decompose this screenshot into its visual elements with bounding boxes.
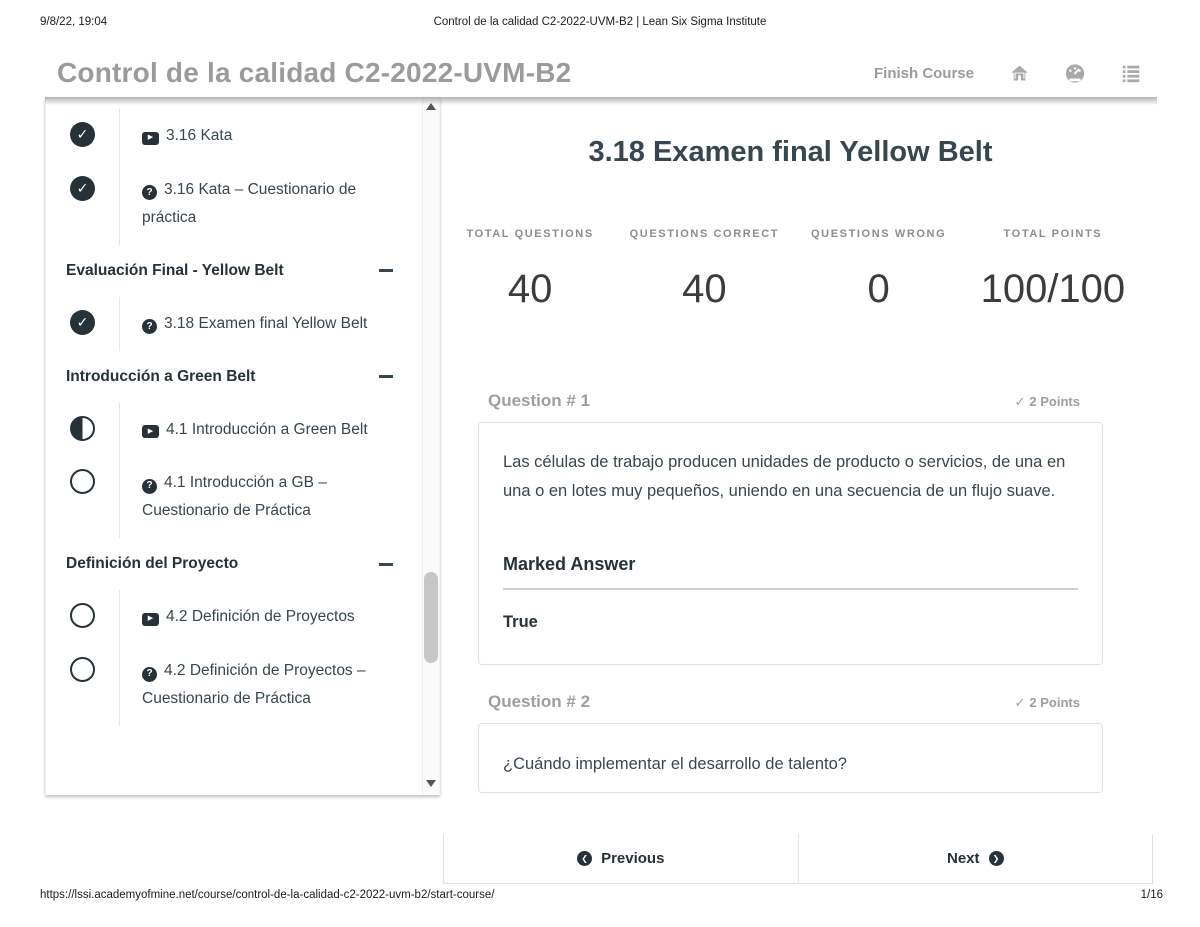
sidebar-item[interactable]: ✓ ▶ 3.16 Kata xyxy=(46,109,439,163)
question-icon: ? xyxy=(142,319,157,335)
previous-button[interactable]: ❮ Previous xyxy=(444,834,799,883)
question-text: ¿Cuándo implementar el desarrollo de tal… xyxy=(503,755,847,774)
question-card: ¿Cuándo implementar el desarrollo de tal… xyxy=(478,723,1103,794)
sidebar-section-header: Introducción a Green Belt xyxy=(46,351,439,403)
prev-arrow-icon: ❮ xyxy=(577,851,593,866)
sidebar-section-header: Evaluación Final - Yellow Belt xyxy=(46,245,439,297)
half-circle-icon xyxy=(70,415,95,441)
stat-value: 40 xyxy=(507,267,553,311)
empty-circle-icon xyxy=(70,469,95,495)
home-icon[interactable] xyxy=(1008,62,1030,84)
sidebar-item[interactable]: ? 4.2 Definición de Proyectos – Cuestiona… xyxy=(46,644,439,726)
question-icon: ? xyxy=(142,666,157,682)
minus-icon[interactable] xyxy=(379,269,393,273)
marked-answer-label: Marked Answer xyxy=(503,554,636,575)
stat: QUESTIONS WRONG 0 xyxy=(792,228,966,312)
scrollbar-thumb[interactable] xyxy=(424,572,438,663)
pager: ❮ Previous Next ❯ xyxy=(442,832,1154,884)
minus-icon[interactable] xyxy=(379,562,393,566)
question-icon: ? xyxy=(142,185,157,201)
sidebar-item[interactable]: ✓ ? 3.16 Kata – Cuestionario de práctica xyxy=(46,162,439,245)
stat-value: 0 xyxy=(867,267,890,311)
stat-value: 100/100 xyxy=(980,267,1126,311)
course-outline-list: ✓ ▶ 3.16 Kata ✓ ? 3.16 Kata – Cuestionario… xyxy=(46,97,439,795)
check-icon: ✓ xyxy=(1014,695,1026,711)
question-text: Las células de trabajo producen unidades… xyxy=(503,453,1066,500)
sidebar-scrollbar[interactable] xyxy=(422,97,439,795)
questions-list: Question # 1 ✓ 2 Points Las células de trab… xyxy=(478,391,1103,794)
empty-circle-icon xyxy=(70,603,95,629)
previous-label: Previous xyxy=(601,850,665,867)
stat-value: 40 xyxy=(682,267,727,311)
print-page-indicator: 1/16 xyxy=(1140,889,1163,901)
course-title: Control de la calidad C2-2022-UVM-B2 xyxy=(57,57,572,88)
finish-course-button[interactable]: Finish Course xyxy=(873,64,974,82)
answer-text: True xyxy=(503,613,538,632)
course-outline-sidebar: ✓ ▶ 3.16 Kata ✓ ? 3.16 Kata – Cuestionario… xyxy=(45,97,440,795)
question-header: Question # 2 ✓ 2 Points xyxy=(478,692,1103,712)
check-circle-icon: ✓ xyxy=(70,175,95,201)
sidebar-item[interactable]: ▶ 4.1 Introducción a Green Belt xyxy=(46,402,439,457)
scroll-down-icon[interactable] xyxy=(426,780,436,787)
stat-label: QUESTIONS WRONG xyxy=(811,228,947,240)
next-label: Next xyxy=(946,850,980,867)
sidebar-section-header: Definición del Proyecto xyxy=(46,538,439,590)
question-points: ✓ 2 Points xyxy=(1014,695,1080,711)
next-arrow-icon: ❯ xyxy=(988,851,1004,866)
list-icon[interactable] xyxy=(1120,62,1142,84)
check-circle-icon: ✓ xyxy=(70,309,95,335)
question-points: ✓ 2 Points xyxy=(1014,394,1080,409)
print-url: https://lssi.academyofmine.net/course/co… xyxy=(40,889,495,901)
question-card: Las células de trabajo producen unidades… xyxy=(478,422,1103,666)
question-number: Question # 2 xyxy=(488,692,591,712)
question-icon: ? xyxy=(142,478,157,494)
sidebar-item[interactable]: ✓ ? 3.18 Examen final Yellow Belt xyxy=(46,296,439,351)
sidebar-item[interactable]: ▶ 4.2 Definición de Proyectos xyxy=(46,590,439,645)
question-number: Question # 1 xyxy=(488,391,591,410)
video-icon: ▶ xyxy=(142,425,159,439)
scroll-up-icon[interactable] xyxy=(426,103,436,110)
marked-answer-divider xyxy=(503,588,1078,591)
stat-label: TOTAL QUESTIONS xyxy=(466,228,594,240)
minus-icon[interactable] xyxy=(379,375,393,379)
question-header: Question # 1 ✓ 2 Points xyxy=(478,391,1103,411)
video-icon: ▶ xyxy=(142,613,159,627)
quiz-title: 3.18 Examen final Yellow Belt xyxy=(588,136,993,168)
stat-label: QUESTIONS CORRECT xyxy=(629,228,780,240)
check-circle-icon: ✓ xyxy=(70,122,95,147)
sidebar-item[interactable]: ? 4.1 Introducción a GB – Cuestionario de… xyxy=(46,456,439,539)
stat: TOTAL POINTS 100/100 xyxy=(966,228,1140,312)
header-actions: Finish Course xyxy=(874,62,1142,84)
stat: TOTAL QUESTIONS 40 xyxy=(443,228,617,312)
print-datetime: 9/8/22, 19:04 xyxy=(40,16,108,28)
quiz-stats: TOTAL QUESTIONS 40 QUESTIONS CORRECT 40 … xyxy=(443,228,1140,312)
check-icon: ✓ xyxy=(1014,394,1026,409)
next-button[interactable]: Next ❯ xyxy=(798,834,1152,883)
stat: QUESTIONS CORRECT 40 xyxy=(617,228,791,312)
print-doc-title: Control de la calidad C2-2022-UVM-B2 | L… xyxy=(433,16,767,28)
gauge-icon[interactable] xyxy=(1064,62,1086,84)
video-icon: ▶ xyxy=(142,131,159,145)
stat-label: TOTAL POINTS xyxy=(1003,228,1103,240)
empty-circle-icon xyxy=(70,657,95,683)
